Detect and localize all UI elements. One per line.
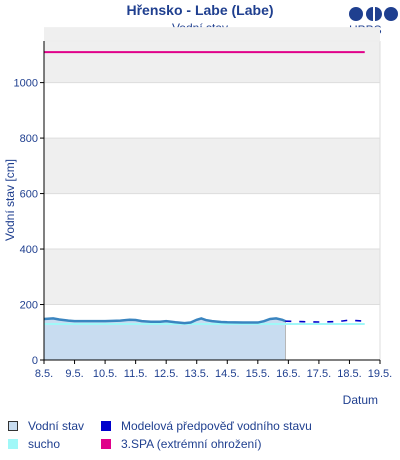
legend-swatch-vodni-stav [8,421,18,431]
legend-swatch-sucho [8,439,18,449]
legend-item-forecast: Modelová předpověď vodního stavu [101,418,312,434]
series-forecast-line [285,319,365,323]
series-layer [43,51,365,361]
x-tick-label: 18.5. [337,368,361,380]
x-tick-label: 15.5. [246,368,270,380]
x-tick-label: 12.5. [154,368,178,380]
axes-layer: 0 200 400 600 800 1000 8.5. 9.5. 10.5. 11.5. 12.5.… [14,41,392,380]
x-tick-label: 14.5. [215,368,239,380]
legend-item-spa3: 3.SPA (extrémní ohrožení) [101,436,262,452]
x-tick-label: 9.5. [65,368,83,380]
x-axis-label: Datum [343,393,378,407]
x-tick-label: 8.5. [35,368,53,380]
grid-bands [44,27,380,305]
water-level-chart: 0 200 400 600 800 1000 8.5. 9.5. 10.5. 11.5. 12.5.… [3,27,392,407]
y-tick-label: 600 [20,189,38,201]
legend-label-forecast: Modelová předpověď vodního stavu [121,419,312,433]
legend-item-sucho: sucho [8,436,60,452]
legend-swatch-spa3 [101,439,111,449]
grid-band [44,249,380,305]
legend: Vodní stav Modelová předpověď vodního st… [8,418,398,458]
legend-item-vodni-stav: Vodní stav [8,418,84,434]
y-tick-label: 400 [20,244,38,256]
y-tick-label: 200 [20,300,38,312]
x-tick-label: 17.5. [307,368,331,380]
x-tick-label: 19.5. [368,368,392,380]
chart-title: Hřensko - Labe (Labe) [126,2,274,18]
legend-label-vodni-stav: Vodní stav [28,419,85,433]
x-tick-label: 10.5. [93,368,117,380]
grid-band [44,27,380,83]
legend-label-sucho: sucho [28,437,61,451]
x-tick-label: 11.5. [124,368,148,380]
legend-swatch-forecast [101,421,111,431]
hpps-logo-icon [349,7,398,21]
legend-label-spa3: 3.SPA (extrémní ohrožení) [121,437,262,451]
x-tick-label: 16.5. [276,368,300,380]
y-axis-label: Vodní stav [cm] [3,159,17,241]
grid-band [44,138,380,194]
x-tick-label: 13.5. [184,368,208,380]
series-vodni-stav-line [43,317,286,325]
y-tick-label: 0 [32,355,38,367]
y-tick-label: 800 [20,133,38,145]
grid-lines [44,40,381,361]
y-tick-label: 1000 [14,78,38,90]
